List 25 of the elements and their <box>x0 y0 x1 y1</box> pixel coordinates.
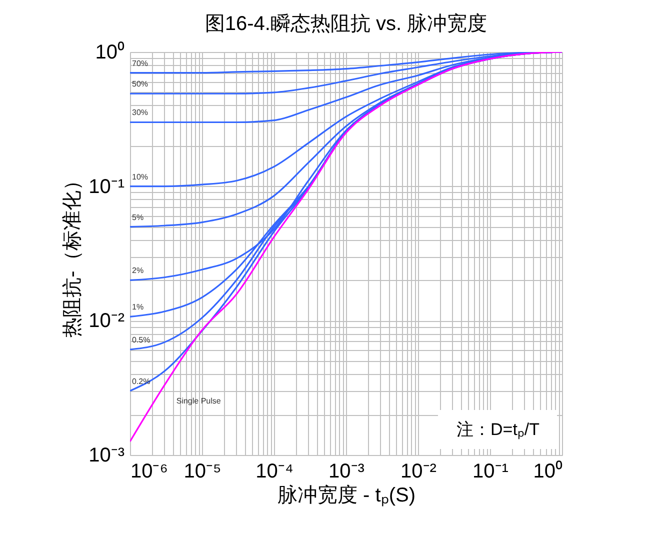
series-label: 50% <box>132 80 148 89</box>
series-label: 10% <box>132 172 148 182</box>
y-tick-label: 10⁰ <box>95 40 124 64</box>
x-axis-title: 脉冲宽度 - tₚ(S) <box>278 484 416 506</box>
y-tick-label: 10⁻³ <box>88 444 125 466</box>
series-label: 0.2% <box>132 376 150 386</box>
x-tick-label: 10⁰ <box>533 460 562 482</box>
x-tick-label: 10⁻³ <box>328 460 365 482</box>
series-label: 2% <box>132 266 144 276</box>
text: Single Pulse <box>176 396 222 406</box>
x-tick-label: 10⁻⁵ <box>184 460 222 482</box>
series-label: 5% <box>132 212 144 222</box>
x-tick-label: 10⁻⁴ <box>256 460 294 482</box>
chart-title: 图16-4.瞬态热阻抗 vs. 脉冲宽度 <box>204 13 488 35</box>
annotation: 注：D=tₚ/T <box>456 420 540 440</box>
y-tick-label: 10⁻¹ <box>88 176 125 198</box>
y-axis-title: 热阻抗-（标准化） <box>62 170 84 338</box>
series-label: 1% <box>132 302 144 312</box>
x-tick-label: 10⁻¹ <box>472 460 509 482</box>
x-tick-label: 10⁻⁶ <box>130 460 168 482</box>
series-label: 0.5% <box>132 336 150 345</box>
y-tick-label: 10⁻² <box>88 310 125 332</box>
series-label: 30% <box>132 108 148 118</box>
series-label: 70% <box>132 58 148 68</box>
x-tick-label: 10⁻² <box>400 460 437 482</box>
